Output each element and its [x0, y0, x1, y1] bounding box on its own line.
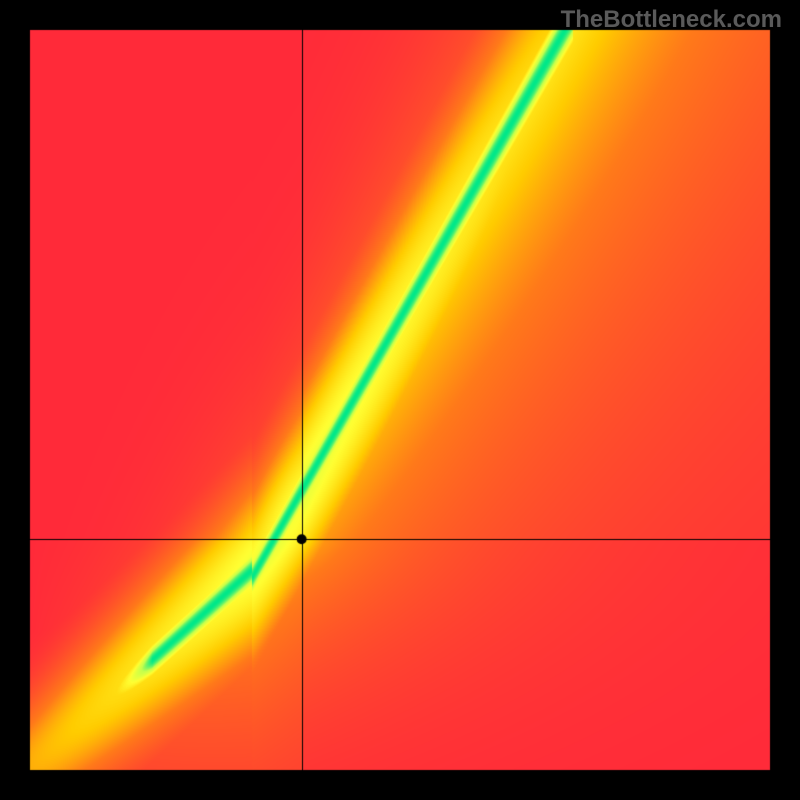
bottleneck-heatmap [0, 0, 800, 800]
watermark-text: TheBottleneck.com [561, 6, 782, 34]
chart-container: TheBottleneck.com [0, 0, 800, 800]
